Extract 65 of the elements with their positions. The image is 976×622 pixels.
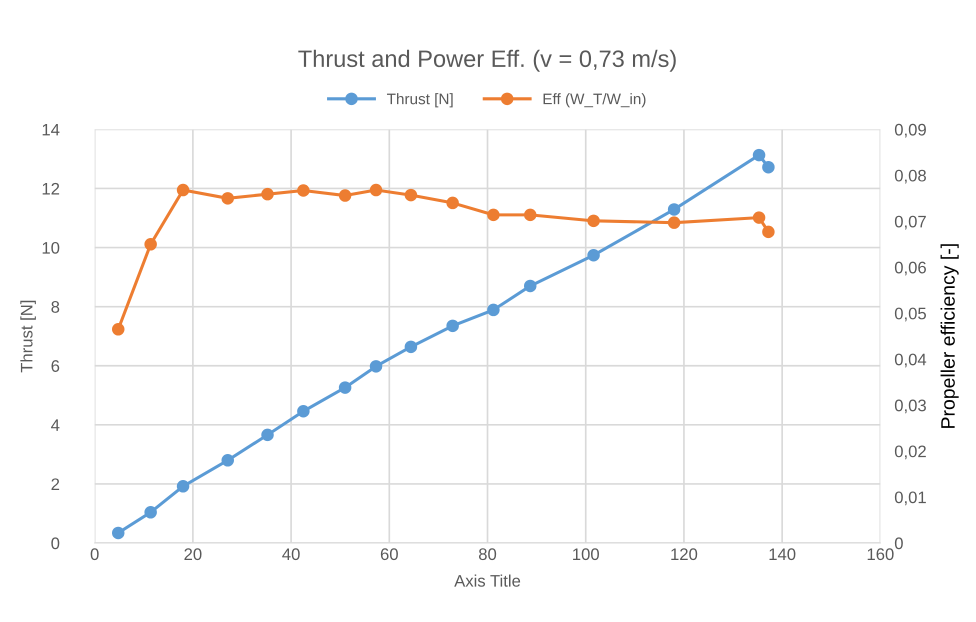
x-tick-label: 40: [282, 548, 300, 560]
y2-tick-label: 0,07: [894, 216, 926, 230]
x-tick-label: 140: [770, 548, 796, 560]
point: [752, 211, 766, 224]
x-tick-label: 160: [868, 548, 894, 560]
point: [404, 340, 418, 354]
point: [221, 454, 234, 467]
point: [668, 216, 680, 229]
y2-tick-label: 0,05: [894, 308, 926, 322]
y2-tick-label: 0,08: [894, 170, 926, 184]
chart-title: Thrust and Power Eff. (v = 0,73 m/s): [298, 50, 676, 72]
point: [176, 480, 190, 493]
point: [762, 160, 775, 174]
y-tick-label: 4: [51, 419, 60, 431]
point: [370, 360, 382, 373]
point: [668, 203, 680, 216]
x-tick-label: 120: [671, 548, 698, 560]
y-tick-label: 14: [42, 124, 60, 136]
point: [261, 428, 274, 442]
y2-tick-label: 0,02: [894, 445, 926, 460]
y-tick-label: 2: [52, 478, 60, 490]
point: [487, 208, 500, 222]
y2-tick-label: 0,03: [894, 400, 926, 414]
y-tick-label: 6: [52, 360, 60, 372]
y2-tick-label: 0,04: [894, 354, 926, 368]
point: [112, 323, 124, 336]
point: [297, 184, 310, 197]
point: [144, 506, 157, 519]
legend-label: Eff (W_T/W_in): [544, 93, 646, 108]
x-axis-title: Axis Title: [454, 574, 520, 587]
point: [446, 196, 459, 210]
point: [112, 526, 124, 540]
point: [752, 148, 766, 162]
y-tick-label: 0: [51, 537, 60, 550]
point: [261, 188, 274, 200]
point: [524, 208, 536, 222]
legend-label: Thrust [N]: [386, 93, 453, 108]
y2-tick-label: 0,09: [894, 124, 926, 138]
y-tick-label: 12: [42, 182, 60, 195]
point: [587, 214, 600, 228]
point: [338, 189, 352, 202]
point: [524, 280, 536, 292]
point: [762, 226, 775, 238]
point: [587, 248, 600, 262]
y-axis-title: Thrust [N]: [20, 300, 36, 372]
point: [176, 184, 190, 196]
y2-tick-label: 0,06: [894, 262, 926, 276]
x-tick-label: 100: [573, 548, 599, 560]
point: [404, 188, 418, 202]
point: [338, 381, 352, 394]
point: [297, 404, 310, 418]
point: [370, 184, 382, 196]
x-tick-label: 80: [478, 548, 496, 560]
y2-axis-title: Propeller efficiency [-]: [940, 244, 959, 428]
point: [446, 320, 459, 332]
point: [221, 192, 234, 205]
x-tick-label: 20: [184, 548, 202, 560]
point: [144, 238, 157, 251]
y2-tick-label: 0,01: [894, 491, 926, 506]
point: [487, 304, 500, 316]
y-tick-label: 8: [51, 301, 60, 313]
x-tick-label: 0: [90, 548, 99, 560]
x-tick-label: 60: [380, 548, 398, 560]
y-tick-label: 10: [42, 242, 60, 254]
y2-tick-label: 0: [894, 537, 903, 550]
